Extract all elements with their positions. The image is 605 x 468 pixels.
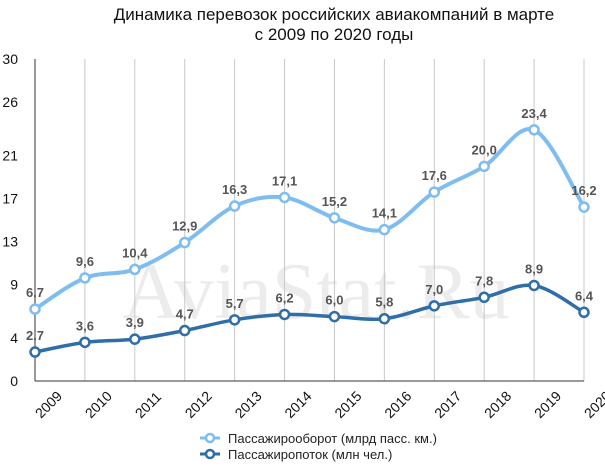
data-point-2016 — [378, 312, 391, 325]
data-label-2020: 6,4 — [575, 288, 594, 303]
data-point-2016 — [378, 223, 391, 236]
data-point-2018 — [478, 291, 490, 304]
y-tick-21: 21 — [2, 148, 18, 164]
y-tick-4: 4 — [10, 330, 18, 346]
data-label-2019: 23,4 — [521, 106, 547, 121]
data-label-2017: 7,0 — [425, 282, 443, 297]
data-point-2017 — [428, 186, 441, 198]
data-point-2019 — [528, 279, 540, 292]
x-tick-2019: 2019 — [531, 388, 564, 421]
data-point-2015 — [328, 310, 341, 323]
legend-item-2: Пассажиропоток (млн чел.) — [200, 447, 392, 462]
x-tick-2015: 2015 — [331, 388, 364, 421]
data-label-2015: 15,2 — [322, 194, 347, 209]
axes — [34, 59, 584, 382]
data-point-2013 — [228, 314, 241, 326]
y-tick-26: 26 — [2, 94, 18, 110]
data-point-2018 — [478, 160, 490, 173]
data-label-2018: 7,8 — [475, 273, 493, 288]
data-label-2011: 3,9 — [126, 315, 144, 330]
data-label-2014: 17,1 — [272, 173, 297, 188]
y-tick-13: 13 — [2, 233, 18, 249]
watermark: AviaStat.Ru — [122, 248, 509, 336]
chart-subtitle: с 2009 по 2020 годы — [255, 25, 414, 44]
chart-title: Динамика перевозок российских авиакомпан… — [114, 5, 554, 24]
y-tick-9: 9 — [10, 276, 18, 292]
x-tick-2017: 2017 — [431, 388, 464, 421]
x-tick-2013: 2013 — [231, 388, 264, 421]
data-label-2020: 16,2 — [571, 183, 596, 198]
data-point-2011 — [129, 263, 141, 276]
data-label-2013: 16,3 — [222, 182, 247, 197]
x-tick-2014: 2014 — [281, 388, 314, 421]
data-point-2015 — [328, 212, 341, 224]
series-1: 6,7 9,6 10,4 12,9 16,3 17,1 15,2 14,1 17,6 20,0 23… — [26, 106, 597, 315]
data-label-2014: 6,2 — [276, 290, 294, 305]
legend-label-2: Пассажиропоток (млн чел.) — [228, 447, 392, 462]
data-label-2013: 5,7 — [226, 296, 244, 311]
data-label-2009: 6,7 — [26, 285, 44, 300]
data-point-2020 — [578, 201, 590, 213]
data-label-2011: 10,4 — [122, 245, 148, 260]
data-point-2019 — [528, 124, 540, 136]
data-label-2016: 5,8 — [375, 295, 393, 310]
data-point-2010 — [79, 272, 91, 284]
x-tick-2010: 2010 — [82, 388, 115, 421]
data-point-2012 — [178, 324, 191, 337]
x-axis-ticks: 2009 2010 2011 2012 2013 2014 2015 2016 2017 2018… — [32, 388, 605, 421]
y-tick-0: 0 — [10, 373, 18, 389]
data-point-2014 — [278, 191, 291, 204]
x-tick-2020: 2020 — [581, 388, 605, 421]
y-tick-30: 30 — [2, 51, 18, 67]
data-point-2011 — [129, 333, 141, 345]
x-tick-2011: 2011 — [132, 388, 165, 421]
x-tick-2018: 2018 — [481, 388, 514, 421]
data-point-2017 — [428, 300, 441, 312]
x-tick-2009: 2009 — [32, 388, 65, 421]
data-label-2012: 12,9 — [172, 219, 197, 234]
data-label-2012: 4,7 — [176, 307, 194, 322]
x-tick-2016: 2016 — [381, 388, 414, 421]
data-point-2010 — [79, 336, 91, 349]
legend-item-1: Пассажирооборот (млрд пасс. км.) — [200, 431, 437, 446]
series-group: 6,7 9,6 10,4 12,9 16,3 17,1 15,2 14,1 17,6 20,0 23… — [26, 106, 597, 358]
data-label-2010: 3,6 — [76, 318, 94, 333]
y-tick-17: 17 — [2, 191, 18, 207]
legend-swatch-marker-1 — [204, 432, 216, 444]
data-label-2009: 2,7 — [26, 328, 44, 343]
data-point-2020 — [578, 306, 590, 319]
data-label-2017: 17,6 — [422, 168, 447, 183]
data-label-2016: 14,1 — [372, 206, 397, 221]
data-label-2018: 20,0 — [472, 142, 497, 157]
legend-swatch-marker-2 — [204, 448, 216, 460]
data-point-2009 — [29, 346, 41, 358]
y-axis-ticks: 0 4 9 13 17 21 26 30 — [2, 51, 18, 389]
data-point-2012 — [178, 236, 191, 249]
x-tick-2012: 2012 — [182, 388, 215, 421]
series-2: 2,7 3,6 3,9 4,7 5,7 6,2 6,0 5,8 7,0 7,8 8,9 6,4 — [26, 261, 594, 358]
data-label-2010: 9,6 — [76, 254, 94, 269]
data-point-2013 — [228, 200, 241, 212]
legend-label-1: Пассажирооборот (млрд пасс. км.) — [228, 431, 437, 446]
data-label-2015: 6,0 — [325, 293, 343, 308]
data-label-2019: 8,9 — [525, 261, 543, 276]
data-point-2009 — [29, 303, 41, 315]
legend: Пассажирооборот (млрд пасс. км.)Пассажир… — [200, 431, 437, 462]
data-point-2014 — [278, 308, 291, 321]
